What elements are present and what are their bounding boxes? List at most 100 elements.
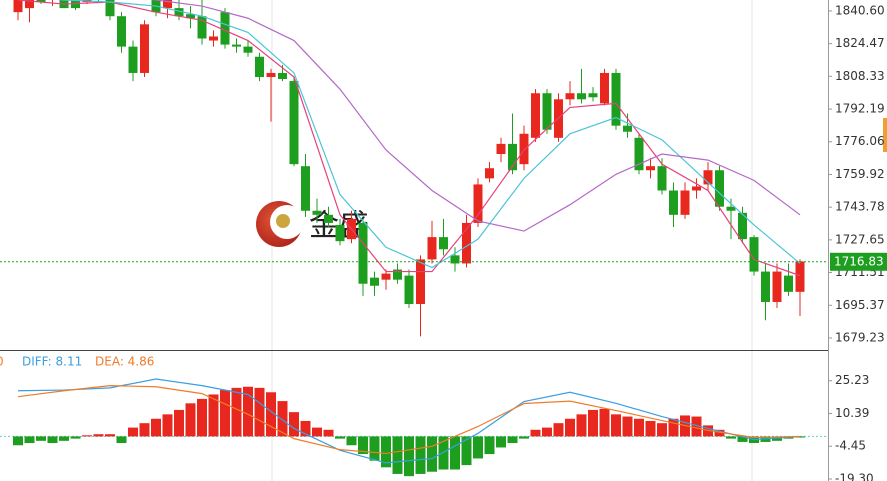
- macd-bar: [519, 436, 529, 439]
- candle-body: [715, 170, 724, 207]
- candle-body: [358, 222, 368, 284]
- macd-bar: [151, 418, 161, 437]
- candle-body: [381, 273, 391, 280]
- macd-bar: [450, 436, 460, 470]
- macd-bar: [277, 401, 288, 437]
- macd-bar: [438, 436, 449, 470]
- candle-body: [301, 166, 310, 211]
- candle-body: [738, 212, 747, 240]
- y-tick-label: -19.30: [835, 472, 874, 481]
- y-tick-label: 1695.37: [835, 298, 885, 312]
- candle-body: [496, 143, 506, 155]
- candle-body: [462, 222, 471, 264]
- macd-bar: [162, 414, 173, 437]
- candle-body: [174, 8, 184, 17]
- candle-body: [646, 166, 655, 171]
- y-tick-label: 25.23: [835, 373, 869, 387]
- macd-bar: [714, 429, 725, 437]
- candle-body: [703, 170, 713, 185]
- candle-body: [36, 0, 46, 3]
- legend-item: 0: [0, 355, 4, 369]
- candle-body: [531, 93, 540, 138]
- indicator-line: [17, 0, 801, 277]
- macd-bar: [507, 436, 518, 444]
- candle-body: [749, 237, 759, 272]
- candle-body: [692, 186, 701, 191]
- macd-bar: [668, 418, 679, 437]
- macd-bar: [553, 423, 564, 437]
- candle-body: [669, 190, 678, 215]
- macd-bar: [335, 436, 345, 439]
- macd-bar: [576, 414, 587, 437]
- candle-body: [335, 224, 345, 242]
- candle-body: [370, 277, 379, 286]
- candle-body: [393, 269, 402, 280]
- macd-bar: [565, 418, 575, 437]
- candle-body: [565, 93, 575, 100]
- macd-bar: [128, 427, 138, 437]
- macd-bar: [174, 409, 184, 437]
- candle-body: [255, 56, 264, 78]
- macd-bar: [312, 427, 322, 437]
- macd-bar: [70, 436, 81, 439]
- macd-bar: [622, 416, 633, 437]
- macd-bar: [185, 403, 196, 437]
- y-tick-label: 10.39: [835, 406, 869, 420]
- macd-bar: [231, 387, 242, 437]
- last-price-label: 1716.83: [834, 254, 884, 268]
- macd-bar: [24, 436, 35, 444]
- candle-body: [25, 0, 34, 9]
- macd-bar: [691, 416, 702, 437]
- macd-bar: [657, 423, 667, 437]
- macd-bar: [542, 427, 552, 437]
- candle-body: [416, 259, 425, 304]
- candle-body: [186, 14, 195, 19]
- macd-bar: [93, 434, 104, 437]
- y-tick-label: 1679.23: [835, 330, 885, 344]
- macd-bar: [346, 436, 357, 446]
- candle-body: [266, 72, 276, 78]
- macd-bar: [530, 429, 541, 437]
- macd-bar: [473, 436, 483, 459]
- macd-bar: [404, 436, 414, 477]
- macd-bar: [588, 409, 598, 437]
- macd-bar: [461, 436, 472, 466]
- indicator-line: [17, 385, 801, 455]
- macd-bar: [772, 436, 782, 441]
- candle-body: [795, 261, 805, 292]
- macd-bar: [358, 436, 368, 455]
- candle-body: [117, 16, 126, 47]
- candle-body: [588, 93, 598, 98]
- macd-bar: [139, 423, 150, 437]
- candle-body: [105, 0, 115, 17]
- candle-body: [220, 12, 230, 45]
- legend-item: DIFF: 8.11: [22, 355, 82, 369]
- candle-body: [450, 255, 460, 264]
- macd-bar: [415, 436, 426, 474]
- macd-bar: [59, 436, 69, 441]
- macd-bar: [116, 436, 127, 444]
- indicator-line: [57, 0, 801, 269]
- macd-bar: [726, 436, 736, 439]
- macd-bar: [82, 435, 92, 437]
- macd-bar: [254, 387, 265, 437]
- candle-body: [232, 44, 241, 47]
- y-tick-label: 1792.19: [835, 102, 885, 116]
- macd-bar: [381, 436, 391, 468]
- macd-bar: [323, 429, 334, 437]
- y-tick-label: 1759.92: [835, 167, 885, 181]
- y-tick-label: -4.45: [835, 439, 866, 453]
- macd-bar: [300, 420, 311, 437]
- macd-bar: [13, 436, 23, 446]
- macd-bar: [220, 390, 230, 437]
- macd-bar: [208, 394, 219, 437]
- candle-body: [784, 275, 793, 292]
- macd-bar: [611, 414, 621, 437]
- candle-body: [623, 125, 632, 132]
- candle-body: [289, 81, 299, 165]
- candle-body: [600, 72, 609, 104]
- candle-body: [508, 143, 517, 171]
- candle-body: [13, 0, 23, 13]
- candle-body: [577, 93, 586, 100]
